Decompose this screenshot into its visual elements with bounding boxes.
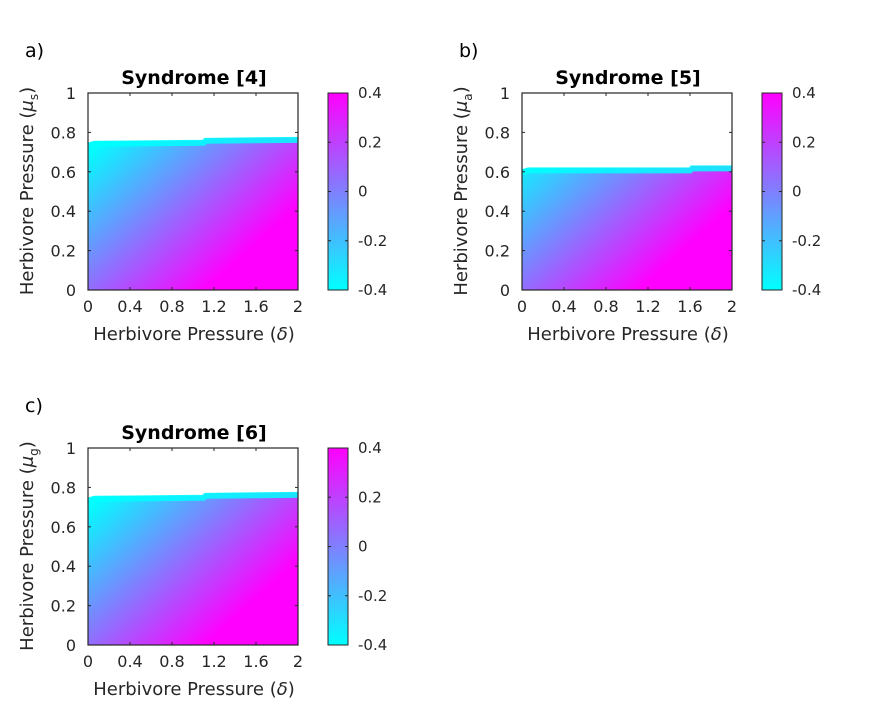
y-tick-label: 1 <box>66 84 76 103</box>
y-tick-label: 0.4 <box>51 557 76 576</box>
y-tick-label: 0.8 <box>51 478 76 497</box>
y-tick-label: 0.2 <box>51 597 76 616</box>
x-tick-label: 2 <box>293 297 303 316</box>
colorbar-tick-label: 0.2 <box>792 133 816 151</box>
panel-b-title: Syndrome [5] <box>555 67 701 89</box>
colorbar-tick-label: 0.4 <box>358 439 382 457</box>
panel-c-colorbar: -0.4 -0.2 0 0.2 0.4 <box>327 439 387 654</box>
y-tick-label: 0.4 <box>485 202 510 221</box>
panel-b-ylabel: Herbivore Pressure (μa) <box>451 86 475 295</box>
panel-b-plot: 0 0.4 0.8 1.2 1.6 2 0 0.2 0.4 0.6 0.8 1 <box>485 84 738 316</box>
x-tick-label: 1.2 <box>635 297 660 316</box>
panel-a-title: Syndrome [4] <box>121 67 267 89</box>
colorbar-tick-label: 0.2 <box>358 133 382 151</box>
panel-b-colorbar: -0.4 -0.2 0 0.2 0.4 <box>761 84 821 299</box>
y-tick-label: 0.8 <box>485 123 510 142</box>
panel-c-title: Syndrome [6] <box>121 422 267 444</box>
panel-a-plot: 0 0.4 0.8 1.2 1.6 2 0 0.2 0.4 0.6 0.8 1 <box>51 84 304 316</box>
colorbar-tick-label: -0.2 <box>358 232 387 250</box>
x-tick-label: 1.2 <box>201 297 226 316</box>
x-tick-label: 0 <box>517 297 527 316</box>
colorbar-tick-label: 0.2 <box>358 488 382 506</box>
x-tick-label: 1.2 <box>201 652 226 671</box>
x-tick-label: 0 <box>83 652 93 671</box>
colorbar-tick-label: -0.4 <box>358 281 387 299</box>
x-tick-label: 2 <box>727 297 737 316</box>
axes-box <box>521 92 733 291</box>
x-tick-label: 0.8 <box>593 297 618 316</box>
x-tick-label: 1.6 <box>243 297 268 316</box>
heatmap-region <box>88 137 298 290</box>
panel-b-letter: b) <box>459 40 478 62</box>
panel-b: b) Syndrome [5] 0 0.4 0.8 1.2 1.6 2 0 0.2 0.4 0.6… <box>451 40 821 345</box>
panel-c-xlabel: Herbivore Pressure (δ) <box>93 679 295 700</box>
y-tick-label: 0.2 <box>51 242 76 261</box>
boundary-edge <box>87 491 299 504</box>
boundary-edge <box>87 136 299 149</box>
panel-a-ylabel: Herbivore Pressure (μs) <box>17 87 41 295</box>
x-tick-label: 2 <box>293 652 303 671</box>
x-tick-label: 0.4 <box>551 297 576 316</box>
colorbar-tick-label: -0.4 <box>792 281 821 299</box>
y-tick-label: 0.2 <box>485 242 510 261</box>
colorbar-tick-label: -0.2 <box>792 232 821 250</box>
axes-box <box>87 447 299 646</box>
y-tick-label: 1 <box>66 439 76 458</box>
x-tick-label: 0.8 <box>159 652 184 671</box>
colorbar-tick-label: 0 <box>358 183 368 201</box>
boundary-edge <box>521 165 732 176</box>
y-tick-label: 0.6 <box>51 163 76 182</box>
x-tick-label: 1.6 <box>677 297 702 316</box>
y-tick-label: 0 <box>66 636 76 655</box>
colorbar-tick-label: -0.4 <box>358 636 387 654</box>
panel-c-plot: 0 0.4 0.8 1.2 1.6 2 0 0.2 0.4 0.6 0.8 1 <box>51 439 304 671</box>
colorbar-tick-label: 0 <box>358 538 368 556</box>
y-tick-label: 0 <box>500 281 510 300</box>
panel-a-colorbar: -0.4 -0.2 0 0.2 0.4 <box>327 84 387 299</box>
x-tick-label: 0 <box>83 297 93 316</box>
colorbar-tick-label: 0.4 <box>792 84 816 102</box>
y-tick-label: 0.6 <box>485 163 510 182</box>
panel-c: c) Syndrome [6] 0 0.4 0.8 1.2 1.6 2 0 0.2 0.4 0.6… <box>17 395 387 700</box>
panel-b-xlabel: Herbivore Pressure (δ) <box>527 324 729 345</box>
panel-a: a) Syndrome [4] 0 0.4 0.8 1.2 1.6 2 0 0.2 0.4 0.6… <box>17 40 387 345</box>
colorbar-tick-label: 0 <box>792 183 802 201</box>
panel-c-letter: c) <box>25 395 43 417</box>
y-tick-label: 0.4 <box>51 202 76 221</box>
panel-a-xlabel: Herbivore Pressure (δ) <box>93 324 295 345</box>
x-tick-label: 0.8 <box>159 297 184 316</box>
y-tick-label: 0 <box>66 281 76 300</box>
y-tick-label: 0.6 <box>51 518 76 537</box>
x-tick-label: 0.4 <box>117 297 142 316</box>
heatmap-region <box>522 165 732 290</box>
x-tick-label: 0.4 <box>117 652 142 671</box>
colorbar-tick-label: 0.4 <box>358 84 382 102</box>
panel-a-letter: a) <box>25 40 44 62</box>
y-tick-label: 0.8 <box>51 123 76 142</box>
heatmap-region <box>88 492 298 645</box>
colorbar-tick-label: -0.2 <box>358 587 387 605</box>
panel-c-ylabel: Herbivore Pressure (μg) <box>17 441 41 651</box>
x-tick-label: 1.6 <box>243 652 268 671</box>
y-tick-label: 1 <box>500 84 510 103</box>
axes-box <box>87 92 299 291</box>
